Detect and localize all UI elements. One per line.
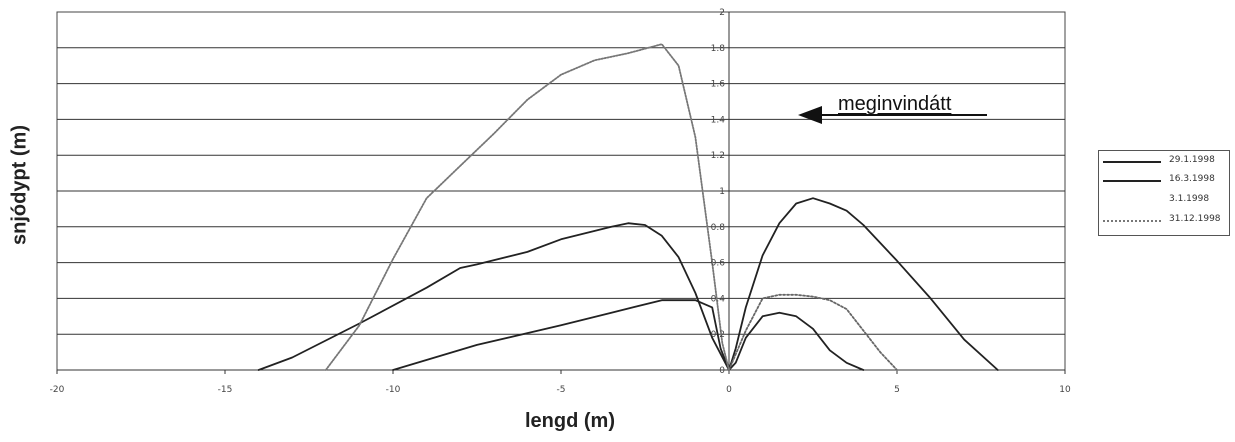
legend-label: 3.1.1998 [1169, 194, 1210, 204]
y-axis-label: snjódypt (m) [8, 125, 31, 245]
legend-label: 16.3.1998 [1169, 174, 1215, 184]
x-tick-label: -5 [557, 385, 566, 395]
legend-swatch [1103, 200, 1161, 202]
legend-label: 29.1.1998 [1169, 155, 1215, 165]
legend-item: 31.12.1998 [1103, 214, 1227, 228]
x-tick-label: 5 [894, 385, 900, 395]
x-tick-label: -10 [386, 385, 401, 395]
series-lines [257, 43, 999, 371]
x-axis-label: lengd (m) [525, 410, 615, 432]
legend-item: 3.1.1998 [1103, 194, 1227, 208]
series-line [728, 293, 898, 371]
y-tick-labels: 0 0.2 0.4 0.6 0.8 1 1.2 1.4 1.6 1.8 2 [711, 8, 726, 376]
x-tick-labels: -20 -15 -10 -5 0 5 10 [50, 385, 1071, 395]
x-tick-label: 0 [726, 385, 732, 395]
series-line [392, 299, 865, 371]
legend-swatch [1103, 180, 1161, 182]
x-tick-label: -20 [50, 385, 65, 395]
y-tick-label: 1.2 [711, 151, 725, 161]
x-tick-label: 10 [1059, 385, 1071, 395]
legend-swatch [1103, 161, 1161, 163]
y-tick-label: 1.8 [711, 44, 726, 54]
y-tick-label: 0 [719, 366, 725, 376]
y-tick-label: 0.6 [711, 259, 726, 269]
legend-label: 31.12.1998 [1169, 214, 1221, 224]
wind-arrow-head [798, 106, 822, 124]
y-tick-label: 1.6 [711, 80, 726, 90]
grid-lines [57, 47, 1065, 335]
wind-direction-annotation: meginvindátt [838, 93, 952, 115]
legend: 29.1.1998 16.3.1998 3.1.1998 31.12.1998 [1098, 150, 1230, 236]
axes [56, 12, 1066, 374]
y-axis-label-container: snjódypt (m) [0, 60, 40, 310]
legend-swatch [1103, 220, 1161, 222]
x-tick-label: -15 [218, 385, 233, 395]
y-tick-label: 0.2 [711, 330, 725, 340]
y-tick-label: 0.4 [711, 294, 726, 304]
y-tick-label: 0.8 [711, 223, 726, 233]
y-tick-label: 1.4 [711, 115, 726, 125]
wind-arrow [798, 106, 987, 124]
legend-item: 16.3.1998 [1103, 174, 1227, 188]
y-tick-label: 1 [719, 187, 725, 197]
legend-item: 29.1.1998 [1103, 155, 1227, 169]
y-tick-label: 2 [719, 8, 725, 18]
series-line [257, 197, 999, 371]
series-line [324, 43, 730, 371]
